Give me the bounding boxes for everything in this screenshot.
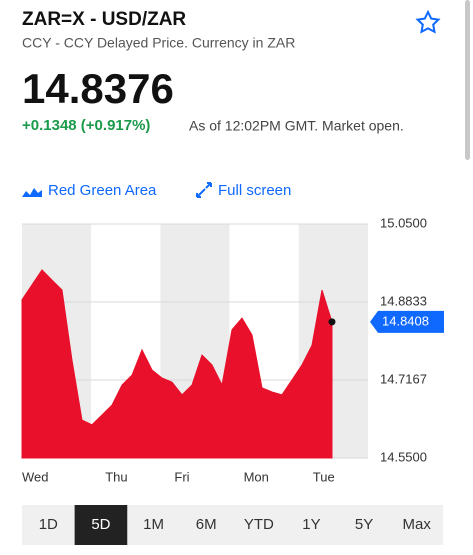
price-area xyxy=(21,269,333,459)
range-tab-selected[interactable] xyxy=(74,505,128,545)
chart-style-button[interactable]: Red Green Area xyxy=(48,182,157,199)
last-price-tag xyxy=(370,310,444,333)
price-change: +0.1348 (+0.917%) xyxy=(22,117,150,134)
range-tab[interactable]: 6M xyxy=(196,516,217,533)
x-tick-label: Fri xyxy=(174,469,189,484)
y-tick-label: 14.7167 xyxy=(380,371,427,386)
symbol-title: ZAR=X - USD/ZAR xyxy=(22,9,186,30)
y-tick-label: 15.0500 xyxy=(380,215,427,230)
market-status: As of 12:02PM GMT. Market open. xyxy=(189,118,404,134)
price: 14.8376 xyxy=(22,65,174,112)
y-tick-label: 14.5500 xyxy=(380,449,427,464)
y-tick-label: 14.8833 xyxy=(380,293,427,308)
range-tab[interactable]: YTD xyxy=(244,516,274,533)
x-tick-label: Tue xyxy=(313,469,335,484)
subtitle: CCY - CCY Delayed Price. Currency in ZAR xyxy=(22,35,295,51)
range-tab[interactable]: 1M xyxy=(143,516,164,533)
full-screen-icon[interactable] xyxy=(196,182,212,198)
range-tab[interactable]: 5Y xyxy=(355,516,373,533)
x-tick-label: Mon xyxy=(244,469,269,484)
x-tick-label: Thu xyxy=(105,469,127,484)
full-screen-button[interactable]: Full screen xyxy=(218,182,291,199)
scrollbar xyxy=(465,0,470,160)
range-tab[interactable]: Max xyxy=(403,516,432,533)
x-tick-label: Wed xyxy=(22,469,49,484)
watchlist-star[interactable] xyxy=(415,9,441,34)
last-price-dot xyxy=(328,318,336,326)
chart-style-icon[interactable] xyxy=(22,188,42,197)
last-price-label: 14.8408 xyxy=(382,313,429,328)
range-tab[interactable]: 1D xyxy=(39,516,58,533)
range-tab[interactable]: 5D xyxy=(91,516,110,533)
range-tab[interactable]: 1Y xyxy=(302,516,320,533)
